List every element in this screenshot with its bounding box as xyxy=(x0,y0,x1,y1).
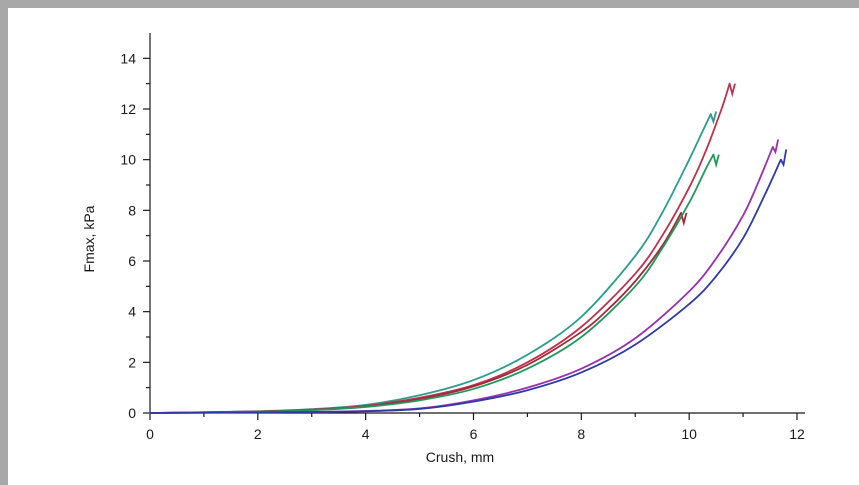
y-axis-title: Fmax, kPa xyxy=(81,205,97,272)
series-1 xyxy=(149,111,717,414)
series-1-line xyxy=(149,113,712,414)
x-tick-label: 10 xyxy=(681,426,697,442)
series-5 xyxy=(149,139,780,414)
y-tick-label: 10 xyxy=(120,152,136,168)
y-tick-label: 0 xyxy=(128,405,136,421)
series-3 xyxy=(149,211,688,414)
x-tick-label: 4 xyxy=(362,426,370,442)
series-4-line xyxy=(149,153,715,414)
y-tick-label: 2 xyxy=(128,354,136,370)
series-5-failure-spike xyxy=(771,139,780,155)
x-tick-label: 12 xyxy=(789,426,805,442)
x-tick-label: 0 xyxy=(146,426,154,442)
series-layer xyxy=(149,82,788,414)
series-1-failure-spike xyxy=(709,111,717,125)
series-5-line xyxy=(149,146,774,414)
series-2-line xyxy=(149,82,731,414)
axes: 0 2 4 6 8 10 12 0 2 4 6 8 10 12 14 xyxy=(120,33,805,442)
y-tick-label: 14 xyxy=(120,50,136,66)
series-6-failure-spike xyxy=(780,149,788,168)
x-axis-title: Crush, mm xyxy=(426,449,494,465)
y-tick-label: 4 xyxy=(128,304,136,320)
x-tick-label: 2 xyxy=(254,426,262,442)
x-tick-label: 6 xyxy=(470,426,478,442)
y-tick-label: 8 xyxy=(128,202,136,218)
series-3-line xyxy=(149,211,682,414)
series-6 xyxy=(149,149,788,414)
series-6-line xyxy=(149,158,782,414)
y-tick-label: 12 xyxy=(120,101,136,117)
series-2 xyxy=(149,82,736,414)
y-tick-label: 6 xyxy=(128,253,136,269)
series-4 xyxy=(149,153,720,414)
series-4-failure-spike xyxy=(712,154,720,169)
x-tick-label: 8 xyxy=(577,426,585,442)
series-2-failure-spike xyxy=(728,83,736,98)
